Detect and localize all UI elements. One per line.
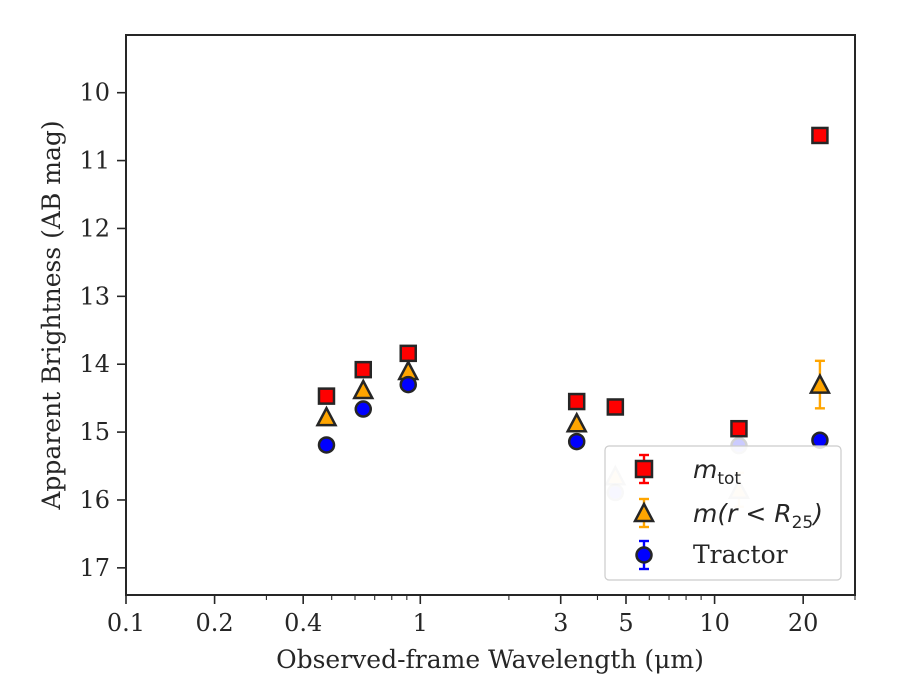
legend-frame — [604, 445, 842, 581]
y-tick-label: 11 — [79, 147, 110, 175]
y-tick-label: 13 — [79, 282, 110, 310]
legend-mr-suffix: ) — [811, 499, 823, 528]
x-tick-label: 1 — [413, 609, 428, 637]
tractor-point — [399, 375, 417, 394]
tractor-point — [317, 436, 336, 454]
x-tick-label: 0.1 — [107, 609, 145, 637]
mtot-marker — [317, 387, 336, 405]
mtot-marker — [399, 344, 417, 363]
mtot-marker — [730, 419, 748, 438]
legend-mr-prefix: m(r < R — [693, 499, 792, 528]
mr25-point — [352, 378, 375, 400]
mr25-point — [565, 411, 588, 433]
mr25-marker — [565, 411, 588, 433]
tractor-marker — [354, 400, 373, 418]
mtot-marker — [567, 392, 586, 411]
legend-label-mr25: m(r < R25) — [693, 499, 823, 533]
mtot-point — [567, 392, 586, 411]
mr25-point — [315, 405, 338, 427]
y-tick-label: 12 — [79, 214, 110, 242]
mtot-point — [317, 387, 336, 405]
x-tick-label: 5 — [618, 609, 633, 637]
legend-label-tractor: Tractor — [693, 540, 788, 569]
tractor-marker — [399, 375, 417, 394]
mtot-marker — [606, 398, 625, 416]
y-tick-label: 10 — [79, 79, 110, 107]
mtot-point — [399, 344, 417, 363]
tractor-marker — [317, 436, 336, 454]
tractor-marker — [567, 432, 586, 451]
y-tick-label: 14 — [79, 350, 110, 378]
mtot-point — [606, 398, 625, 416]
x-tick-label: 0.4 — [284, 609, 322, 637]
y-tick-label: 17 — [79, 554, 110, 582]
x-tick-label: 10 — [699, 609, 730, 637]
legend-mtot-base: m — [693, 455, 717, 484]
mr25-marker — [808, 372, 832, 394]
y-tick-label: 15 — [79, 418, 110, 446]
mr25-marker — [352, 378, 375, 400]
x-tick-label: 20 — [788, 609, 819, 637]
legend-marker-mr25 — [632, 497, 656, 529]
mtot-point — [811, 126, 829, 145]
y-tick-label: 16 — [79, 486, 110, 514]
y-axis-label: Apparent Brightness (AB mag) — [37, 120, 66, 510]
x-axis-label: Observed-frame Wavelength (μm) — [276, 645, 704, 674]
tractor-point — [354, 400, 373, 418]
x-tick-label: 0.2 — [196, 609, 234, 637]
legend-mtot-sub: tot — [717, 469, 741, 489]
mtot-marker — [354, 360, 373, 379]
legend-marker-mtot — [634, 453, 654, 485]
legend-label-mtot: mtot — [693, 455, 741, 489]
mr25-marker — [315, 405, 338, 427]
tractor-point — [567, 432, 586, 451]
mtot-point — [354, 360, 373, 379]
mtot-marker — [811, 126, 829, 145]
x-tick-label: 3 — [553, 609, 568, 637]
legend: mtot m(r < R25) Tractor — [604, 445, 842, 581]
mr25-point — [808, 359, 832, 410]
legend-mr-sub: 25 — [792, 513, 814, 533]
mtot-point — [730, 419, 748, 438]
legend-marker-tractor — [635, 539, 653, 571]
